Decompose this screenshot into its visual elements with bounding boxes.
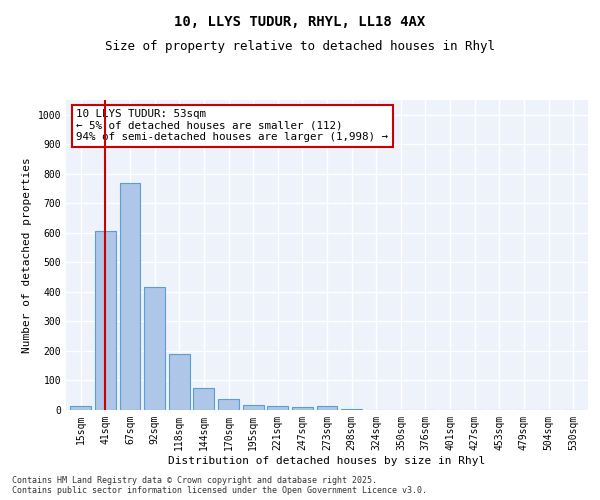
Text: 10 LLYS TUDUR: 53sqm
← 5% of detached houses are smaller (112)
94% of semi-detac: 10 LLYS TUDUR: 53sqm ← 5% of detached ho… [76, 110, 388, 142]
Bar [193, 388, 214, 410]
Text: Contains HM Land Registry data © Crown copyright and database right 2025.
Contai: Contains HM Land Registry data © Crown c… [12, 476, 427, 495]
X-axis label: Distribution of detached houses by size in Rhyl: Distribution of detached houses by size … [169, 456, 485, 466]
Bar [144, 288, 165, 410]
Text: Size of property relative to detached houses in Rhyl: Size of property relative to detached ho… [105, 40, 495, 53]
Bar [95, 232, 116, 410]
Bar [317, 406, 337, 410]
Bar [119, 182, 140, 410]
Bar [242, 404, 263, 410]
Bar [292, 407, 313, 410]
Bar [70, 406, 91, 410]
Bar [267, 406, 288, 410]
Bar [169, 354, 190, 410]
Bar [218, 399, 239, 410]
Y-axis label: Number of detached properties: Number of detached properties [22, 157, 32, 353]
Bar [341, 408, 362, 410]
Text: 10, LLYS TUDUR, RHYL, LL18 4AX: 10, LLYS TUDUR, RHYL, LL18 4AX [175, 15, 425, 29]
